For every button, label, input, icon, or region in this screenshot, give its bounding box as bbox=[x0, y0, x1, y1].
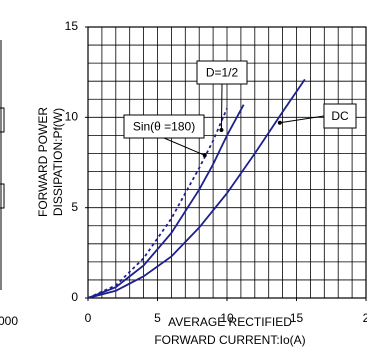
leader-line bbox=[220, 83, 223, 130]
arrow-head bbox=[277, 120, 282, 125]
annotation-box bbox=[123, 114, 205, 139]
annotation-label: DC bbox=[331, 109, 349, 123]
arrow-head bbox=[202, 153, 207, 158]
annotation-label: D=1/2 bbox=[206, 66, 239, 80]
fragment-tick-label: 000 bbox=[0, 314, 18, 328]
fragment-box bbox=[0, 183, 5, 209]
leader-line bbox=[163, 137, 205, 156]
x-tick-label: 5 bbox=[154, 311, 161, 325]
y-tick-label: 10 bbox=[65, 110, 79, 124]
x-tick-label: 0 bbox=[85, 311, 92, 325]
y-axis-label: FORWARD POWER bbox=[36, 107, 50, 217]
y-tick-label: 5 bbox=[71, 200, 78, 214]
series-line bbox=[87, 78, 306, 299]
x-tick-label: 2 bbox=[363, 311, 367, 325]
y-axis-label: DISSIPATION:Pf(W) bbox=[51, 108, 65, 216]
y-tick-label: 15 bbox=[65, 19, 79, 33]
leader-line bbox=[279, 115, 325, 124]
fragment-box bbox=[0, 107, 5, 133]
annotation-box bbox=[323, 103, 357, 129]
series-line bbox=[87, 104, 245, 299]
annotation-box bbox=[196, 60, 248, 85]
arrow-head bbox=[219, 127, 224, 132]
x-axis-label: AVERAGE RECTIFIED bbox=[168, 315, 292, 329]
annotation-label: Sin(θ =180) bbox=[133, 120, 195, 134]
x-tick-label: 15 bbox=[290, 311, 304, 325]
x-tick-label: 10 bbox=[220, 311, 234, 325]
y-tick-label: 0 bbox=[71, 290, 78, 304]
series-line bbox=[87, 107, 228, 299]
x-axis-label: FORWARD CURRENT:Io(A) bbox=[154, 333, 305, 347]
